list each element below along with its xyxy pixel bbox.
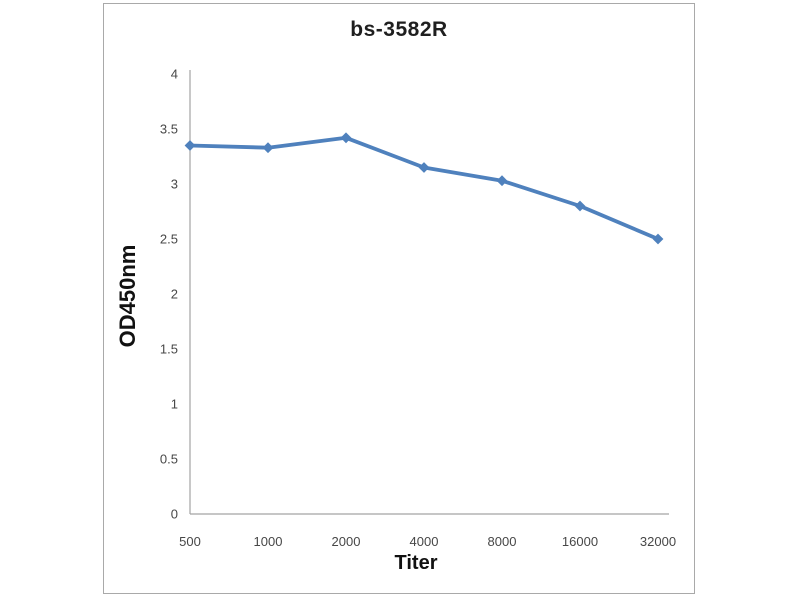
x-tick-label: 32000 [640, 534, 676, 549]
y-tick-label: 0 [171, 507, 178, 522]
x-axis-title: Titer [394, 552, 438, 574]
data-point-marker [184, 140, 196, 151]
line-chart-plot-area: 0 0.5 1 1.5 2 2.5 3 3.5 4 500 1000 2000 4000 8000 1600… [160, 67, 676, 550]
data-point-marker [574, 200, 586, 212]
y-tick-label: 0.5 [160, 452, 178, 467]
chart-title: bs-3582R [350, 18, 448, 41]
x-tick-label: 16000 [562, 534, 598, 549]
data-point-marker [496, 175, 508, 187]
x-tick-label: 2000 [332, 534, 361, 549]
x-tick-label: 1000 [254, 534, 283, 549]
chart-image-frame: bs-3582R 0 0.5 1 1.5 2 2.5 3 3.5 4 500 1000 2000 400… [103, 3, 695, 594]
x-tick-label: 4000 [410, 534, 439, 549]
data-point-marker [340, 132, 352, 144]
y-tick-label: 2 [171, 287, 178, 302]
y-tick-label: 2.5 [160, 232, 178, 247]
data-line-series [188, 135, 660, 241]
x-tick-label: 8000 [488, 534, 517, 549]
data-point-marker [418, 162, 430, 173]
y-tick-label: 1.5 [160, 342, 178, 357]
y-tick-label: 4 [171, 67, 178, 82]
y-axis-title: OD450nm [115, 244, 140, 348]
y-tick-label: 3 [171, 177, 178, 192]
data-point-marker [652, 233, 664, 245]
y-tick-label: 1 [171, 397, 178, 412]
x-tick-label: 500 [179, 534, 201, 549]
y-tick-label: 3.5 [160, 122, 178, 137]
data-point-marker [262, 142, 274, 154]
